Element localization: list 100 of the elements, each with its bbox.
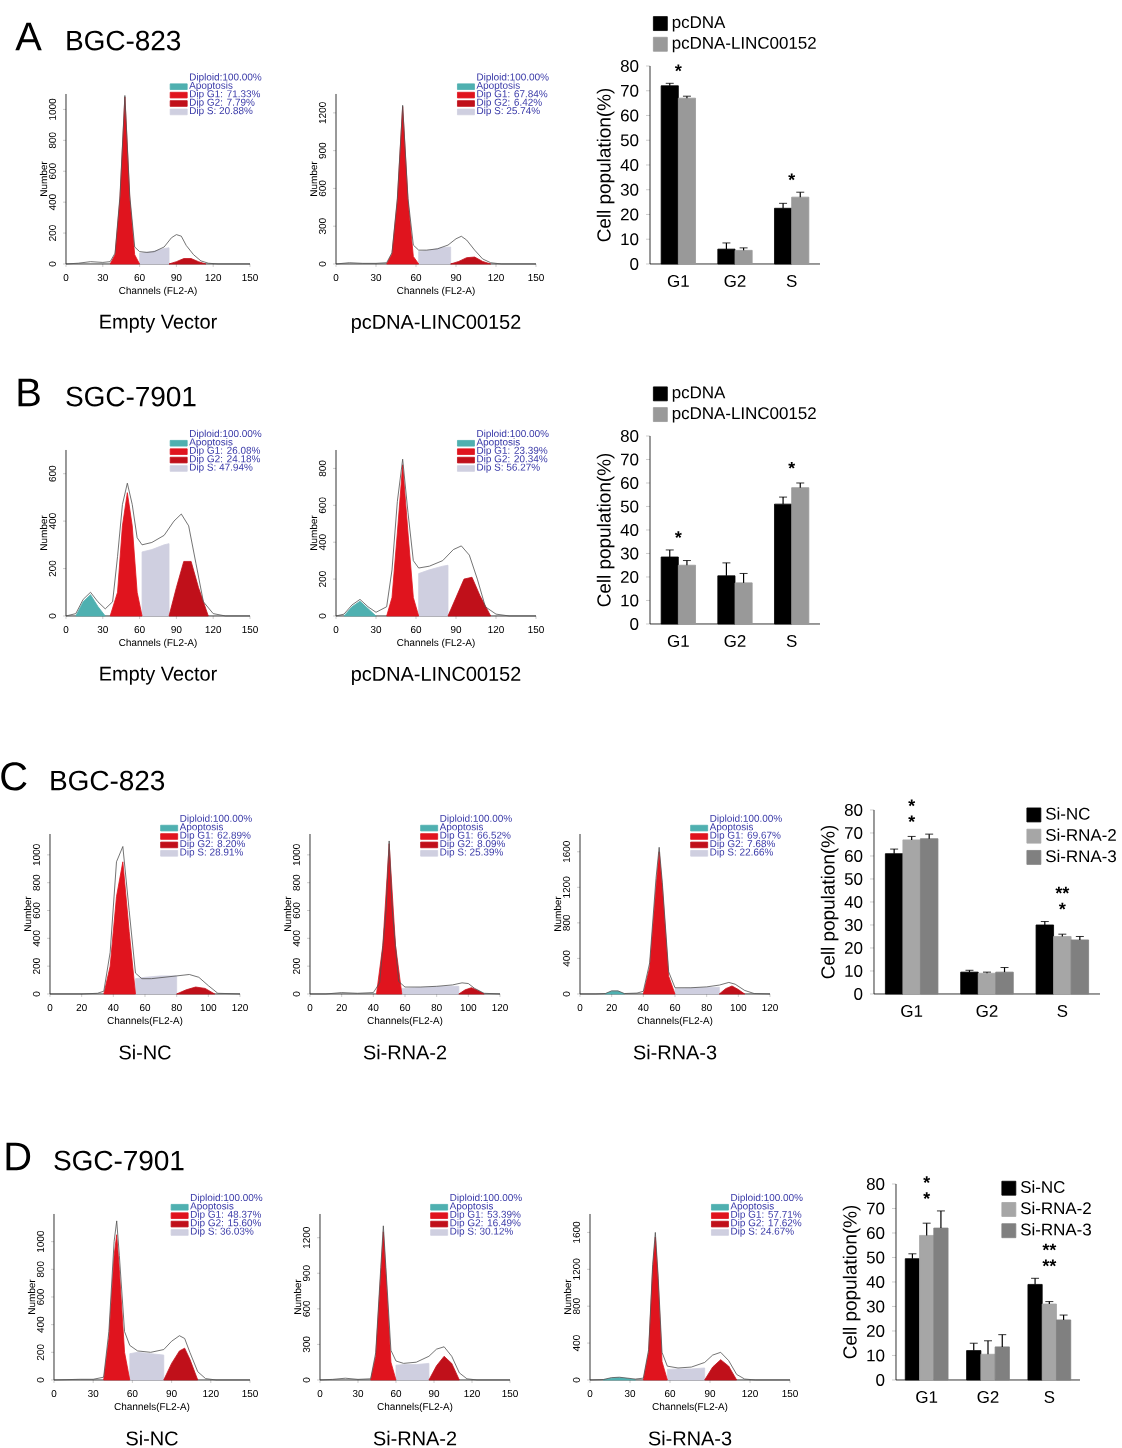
annotation: * [674,531,682,538]
annotation: * [788,173,796,181]
bar [677,564,696,625]
y-tick-label: 10 [845,965,863,977]
annotation: * [923,1176,931,1183]
y-axis-title: Cell population(%) [596,453,615,607]
annotation: * [908,799,916,807]
x-tick-label: G2 [976,1005,998,1017]
y-tick-label: 50 [866,1251,885,1264]
text: Empty Vector [100,666,217,685]
bar [933,1227,949,1381]
legend-label: pcDNA-LINC00152 [672,407,816,423]
annotation: ** [1055,886,1070,894]
bar [919,1235,935,1381]
chart-title: BGC-823 [51,770,165,791]
y-tick-label: 70 [621,453,639,466]
legend-label: pcDNA [672,16,726,32]
text: Si-RNA-3 [633,1044,717,1060]
x-tick-label: S [786,635,797,647]
legend-label: Si-RNA-2 [1046,828,1116,841]
x-tick-label: G2 [977,1391,999,1403]
x-tick-label: S [1057,1005,1068,1017]
x-tick-label: G1 [916,1391,938,1403]
bar [994,1346,1010,1381]
y-tick-label: 40 [866,1276,885,1288]
text: Si-RNA-3 [648,1430,732,1446]
legend-label: pcDNA [672,386,726,402]
y-tick-label: 10 [867,1349,885,1362]
y-axis-title: Cell population(%) [820,825,839,979]
bar [1056,1319,1072,1381]
text: pcDNA-LINC00152 [352,666,521,685]
annotation: * [674,64,682,72]
y-tick-label: 0 [854,988,863,1000]
text: Si-RNA-2 [363,1044,447,1060]
bar [1070,939,1090,995]
bar [1053,936,1072,995]
chart-title: SGC-7901 [54,1150,184,1171]
y-tick-label: 40 [620,159,639,171]
legend-label: Si-NC [1020,1180,1065,1194]
text: Empty Vector [100,314,217,333]
y-tick-label: 60 [621,109,639,122]
text: Si-NC [126,1430,178,1446]
text: B [18,378,40,407]
y-tick-label: 30 [866,1300,885,1313]
bar [977,972,997,995]
annotation: * [908,815,916,823]
y-tick-label: 50 [620,500,639,513]
y-tick-label: 50 [620,134,639,147]
x-tick-label: G1 [667,635,689,647]
bar [995,971,1014,995]
y-tick-label: 10 [621,594,639,607]
legend-label: Si-RNA-2 [1020,1201,1091,1215]
y-axis-title: Cell population(%) [596,88,615,242]
y-tick-label: 20 [620,571,639,583]
y-tick-label: 0 [630,258,639,270]
annotation: * [923,1192,931,1199]
annotation: ** [1042,1259,1057,1267]
y-tick-label: 40 [620,524,639,536]
y-tick-label: 40 [844,896,863,908]
bar [1041,1303,1057,1381]
bar [677,97,696,265]
text: D [6,1142,31,1171]
bar [920,838,939,995]
y-tick-label: 50 [844,873,863,885]
bar [902,839,921,995]
y-tick-label: 20 [866,1325,885,1337]
annotation: ** [1042,1243,1057,1251]
y-axis-title: Cell population(%) [842,1205,861,1359]
y-tick-label: 30 [844,919,863,931]
y-tick-label: 20 [844,942,863,954]
y-tick-label: 60 [621,477,639,489]
x-tick-label: G1 [901,1005,923,1017]
bar [791,487,810,625]
text: Si-RNA-2 [373,1430,457,1446]
x-tick-label: G1 [667,275,689,287]
y-tick-label: 20 [620,208,639,221]
legend-label: pcDNA-LINC00152 [672,36,816,53]
y-tick-label: 80 [866,1178,885,1190]
x-tick-label: S [786,275,797,287]
bar [791,196,810,265]
y-tick-label: 80 [620,60,639,72]
y-tick-label: 70 [621,84,639,97]
x-tick-label: G2 [724,275,746,287]
x-tick-label: S [1044,1391,1055,1403]
x-tick-label: G2 [724,635,746,647]
y-tick-label: 0 [876,1374,885,1386]
y-tick-label: 60 [867,1227,885,1239]
text: C [1,762,27,791]
y-tick-label: 30 [620,183,639,196]
y-tick-label: 80 [620,430,639,442]
y-tick-label: 80 [844,804,863,816]
text: A [15,22,42,51]
legend-label: Si-NC [1046,807,1090,820]
bar [734,582,753,625]
chart-title: BGC-823 [67,30,181,51]
legend-label: Si-RNA-3 [1020,1223,1091,1236]
text: Si-NC [119,1044,171,1060]
y-tick-label: 70 [867,1202,885,1215]
y-tick-label: 60 [845,850,863,862]
annotation: * [788,461,796,469]
